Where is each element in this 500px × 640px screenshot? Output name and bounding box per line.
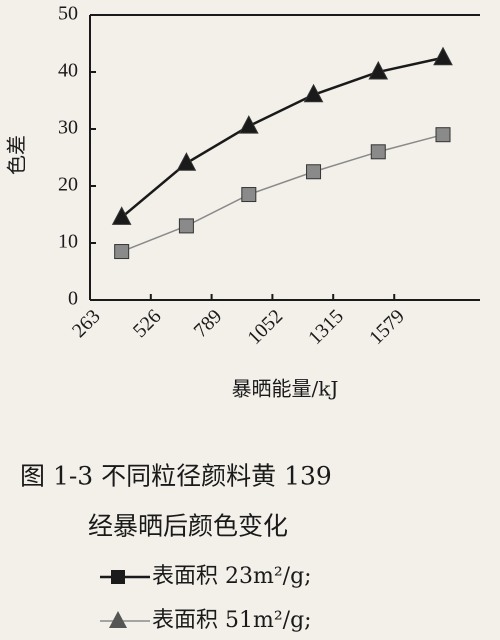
x-tick-label: 1579 xyxy=(365,305,409,349)
point xyxy=(370,144,386,160)
point xyxy=(303,83,324,103)
y-tick-label: 20 xyxy=(58,174,78,196)
point xyxy=(176,152,197,171)
point xyxy=(306,164,322,180)
y-axis-label: 色差 xyxy=(5,135,29,175)
point xyxy=(368,60,389,80)
point xyxy=(114,244,130,260)
y-tick-label: 10 xyxy=(58,231,78,253)
series-line xyxy=(121,133,444,253)
x-axis-label: 暴晒能量/kJ xyxy=(232,377,339,401)
point xyxy=(241,187,257,203)
legend-marker xyxy=(111,570,125,584)
point xyxy=(178,218,194,234)
point xyxy=(111,206,132,225)
x-tick-label: 526 xyxy=(129,305,166,342)
point xyxy=(433,46,453,66)
y-tick-label: 50 xyxy=(58,3,78,25)
legend-label: 表面积 23m²/g; xyxy=(152,564,312,589)
legend-label: 表面积 51m²/g; xyxy=(152,608,312,633)
legend-marker xyxy=(109,611,127,628)
point xyxy=(238,115,259,134)
caption-line: 图 1-3 不同粒径颜料黄 139 xyxy=(20,462,332,491)
y-tick-label: 40 xyxy=(58,60,78,82)
series-line xyxy=(120,56,444,219)
caption-line: 经暴晒后颜色变化 xyxy=(88,512,288,541)
x-tick-label: 263 xyxy=(68,305,105,342)
x-tick-label: 1052 xyxy=(243,305,287,349)
y-tick-label: 30 xyxy=(58,117,78,139)
x-tick-label: 1315 xyxy=(304,305,348,349)
x-tick-label: 789 xyxy=(190,305,227,342)
point xyxy=(435,127,451,143)
y-tick-label: 0 xyxy=(68,288,78,310)
